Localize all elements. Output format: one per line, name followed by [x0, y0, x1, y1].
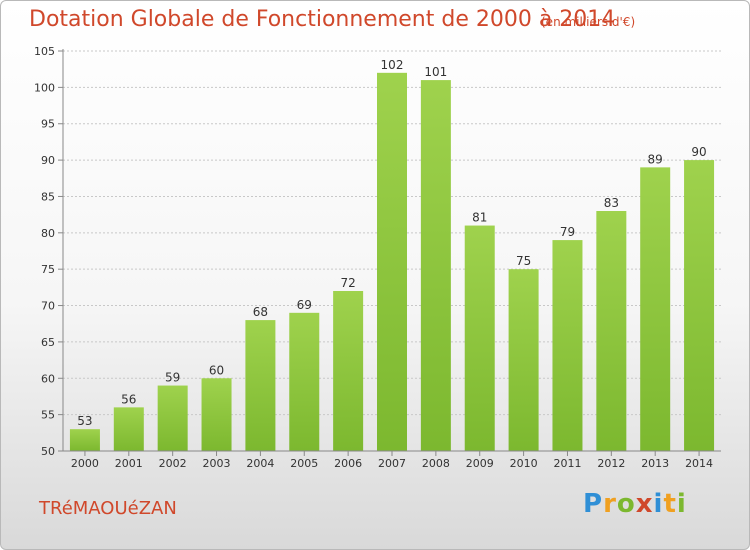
- x-tick-label: 2000: [71, 457, 99, 470]
- data-label: 69: [297, 298, 312, 312]
- x-tick-label: 2007: [378, 457, 406, 470]
- y-tick-label: 95: [41, 118, 55, 131]
- data-label: 72: [340, 276, 355, 290]
- logo-letter: t: [663, 489, 677, 519]
- bar: [596, 211, 627, 451]
- y-tick-label: 75: [41, 263, 55, 276]
- bar: [113, 407, 144, 451]
- x-tick-label: 2004: [246, 457, 274, 470]
- bar: [157, 385, 188, 451]
- y-tick-label: 80: [41, 227, 55, 240]
- commune-name: TRéMAOUéZAN: [39, 498, 177, 519]
- bar: [245, 320, 276, 451]
- y-tick-label: 85: [41, 190, 55, 203]
- bar: [640, 167, 671, 451]
- logo-letter: i: [653, 489, 664, 519]
- chart-subtitle: (en milliers d'€): [541, 15, 636, 29]
- x-tick-label: 2002: [159, 457, 187, 470]
- bar: [201, 378, 232, 451]
- x-tick-label: 2014: [685, 457, 713, 470]
- y-tick-label: 70: [41, 300, 55, 313]
- data-label: 68: [253, 305, 268, 319]
- data-label: 79: [560, 225, 575, 239]
- y-tick-label: 90: [41, 154, 55, 167]
- logo-letter: P: [583, 489, 604, 519]
- data-label: 75: [516, 254, 531, 268]
- logo-letter: r: [603, 489, 617, 519]
- bar-layer: [69, 72, 715, 452]
- data-label: 101: [424, 65, 447, 79]
- data-label: 102: [381, 58, 404, 72]
- bar: [377, 72, 407, 452]
- proxiti-logo: Proxiti: [583, 489, 687, 519]
- y-tick-label: 100: [34, 81, 55, 94]
- x-tick-label: 2011: [553, 457, 581, 470]
- bar: [684, 160, 715, 451]
- label-layer: 50 55 60 65 70 75 80 85 90 95 100 105 2000 53 2001 56 20…: [34, 45, 713, 470]
- data-label: 60: [209, 363, 224, 377]
- x-tick-label: 2003: [203, 457, 231, 470]
- bar: [289, 312, 320, 451]
- y-tick-label: 55: [41, 409, 55, 422]
- y-tick-label: 50: [41, 445, 55, 458]
- y-tick-label: 105: [34, 45, 55, 58]
- logo-letter: i: [676, 489, 687, 519]
- logo-letter: o: [616, 489, 636, 519]
- bar: [552, 240, 583, 451]
- bar: [69, 429, 100, 451]
- data-label: 53: [77, 414, 92, 428]
- x-tick-label: 2006: [334, 457, 362, 470]
- chart-title: Dotation Globale de Fonctionnement de 20…: [29, 7, 616, 32]
- bar: [508, 269, 539, 451]
- x-tick-label: 2009: [466, 457, 494, 470]
- x-tick-label: 2008: [422, 457, 450, 470]
- x-tick-label: 2001: [115, 457, 143, 470]
- data-label: 89: [648, 152, 663, 166]
- x-tick-label: 2013: [641, 457, 669, 470]
- axis-layer: [58, 49, 721, 456]
- bar: [464, 225, 495, 451]
- data-label: 81: [472, 211, 487, 225]
- x-tick-label: 2012: [597, 457, 625, 470]
- data-label: 83: [604, 196, 619, 210]
- data-label: 56: [121, 392, 136, 406]
- data-label: 59: [165, 371, 180, 385]
- data-label: 90: [691, 145, 706, 159]
- bar: [420, 80, 451, 451]
- logo-letter: x: [635, 489, 654, 519]
- x-tick-label: 2005: [290, 457, 318, 470]
- bar: [333, 291, 364, 451]
- x-tick-label: 2010: [510, 457, 538, 470]
- y-tick-label: 65: [41, 336, 55, 349]
- y-tick-label: 60: [41, 372, 55, 385]
